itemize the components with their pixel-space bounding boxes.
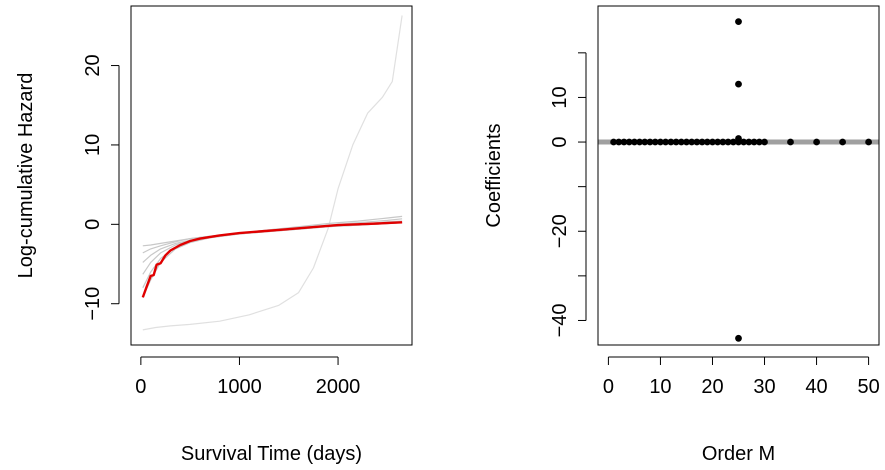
coefficient-point [745,138,753,146]
coefficient-point [657,138,664,146]
coefficient-point [620,138,628,146]
coefficient-point [677,138,685,146]
hazard-curve [142,15,403,331]
x-tick-label: 40 [805,376,827,398]
hazard-curve [142,222,403,298]
coefficient-point [646,138,654,146]
coefficient-point [755,138,763,146]
x-tick-label: 1000 [217,376,262,398]
coefficient-y-axis-label: Coefficients [483,123,505,227]
hazard-y-axis-label: Log-cumulative Hazard [15,73,37,279]
coefficient-point [740,138,748,146]
coefficient-axes: 0 10 20 30 40 50 −40 −20 0 10 [549,52,880,398]
coefficient-point [693,138,701,146]
coefficient-point [610,138,617,146]
coefficient-point [735,334,742,342]
y-tick-label: −10 [82,287,104,321]
x-tick-label: 10 [649,376,671,398]
coefficient-point [703,138,711,146]
coefficient-point [641,138,649,146]
coefficient-point [709,138,716,146]
hazard-curve [142,222,403,289]
coefficient-point [672,138,680,146]
coefficient-point [651,138,659,146]
y-tick-label: 20 [82,54,104,76]
hazard-chart-panel: 0 1000 2000 −10 0 10 20 Survival Time (days) L… [15,5,413,465]
y-tick-label: 10 [549,86,571,108]
coefficient-point [761,138,768,146]
hazard-axes: 0 1000 2000 −10 0 10 20 [82,54,360,398]
coefficient-point [839,138,846,146]
x-tick-label: 50 [857,376,879,398]
hazard-curve [142,220,403,263]
coefficient-point [688,138,696,146]
coefficient-point [615,138,623,146]
coefficient-points [610,18,872,342]
hazard-x-axis-label: Survival Time (days) [181,443,362,465]
x-tick-label: 0 [603,376,614,398]
y-tick-label: 0 [82,219,104,230]
coefficient-point [729,138,737,146]
coefficient-point [625,138,633,146]
coefficient-chart-panel: 0 10 20 30 40 50 −40 −20 0 10 Order M Coefficient… [483,5,880,465]
coefficient-point [750,138,758,146]
x-tick-label: 2000 [316,376,361,398]
coefficient-point [698,138,706,146]
coefficient-point [636,138,643,146]
x-tick-label: 0 [135,376,146,398]
hazard-curve-highlight [141,221,403,298]
x-tick-label: 20 [701,376,723,398]
hazard-plot-box [130,5,413,346]
y-tick-label: 0 [549,136,571,147]
coefficient-point [865,138,872,146]
coefficient-point [662,138,669,146]
coefficient-point [683,138,690,146]
coefficient-point [735,80,742,88]
coefficient-point [787,138,794,146]
y-tick-label: 10 [82,134,104,156]
coefficient-point [735,135,742,142]
hazard-curves [141,15,403,331]
coefficient-point [719,138,727,146]
coefficient-x-axis-label: Order M [702,443,775,465]
y-tick-label: −20 [549,214,571,248]
coefficient-point [735,18,742,25]
coefficient-plot-box [597,5,880,346]
x-tick-label: 30 [753,376,775,398]
coefficient-point [667,138,675,146]
coefficient-point [813,138,820,146]
coefficient-point [724,138,732,146]
coefficient-point [714,138,722,146]
coefficient-point [631,138,638,146]
y-tick-label: −40 [549,303,571,337]
